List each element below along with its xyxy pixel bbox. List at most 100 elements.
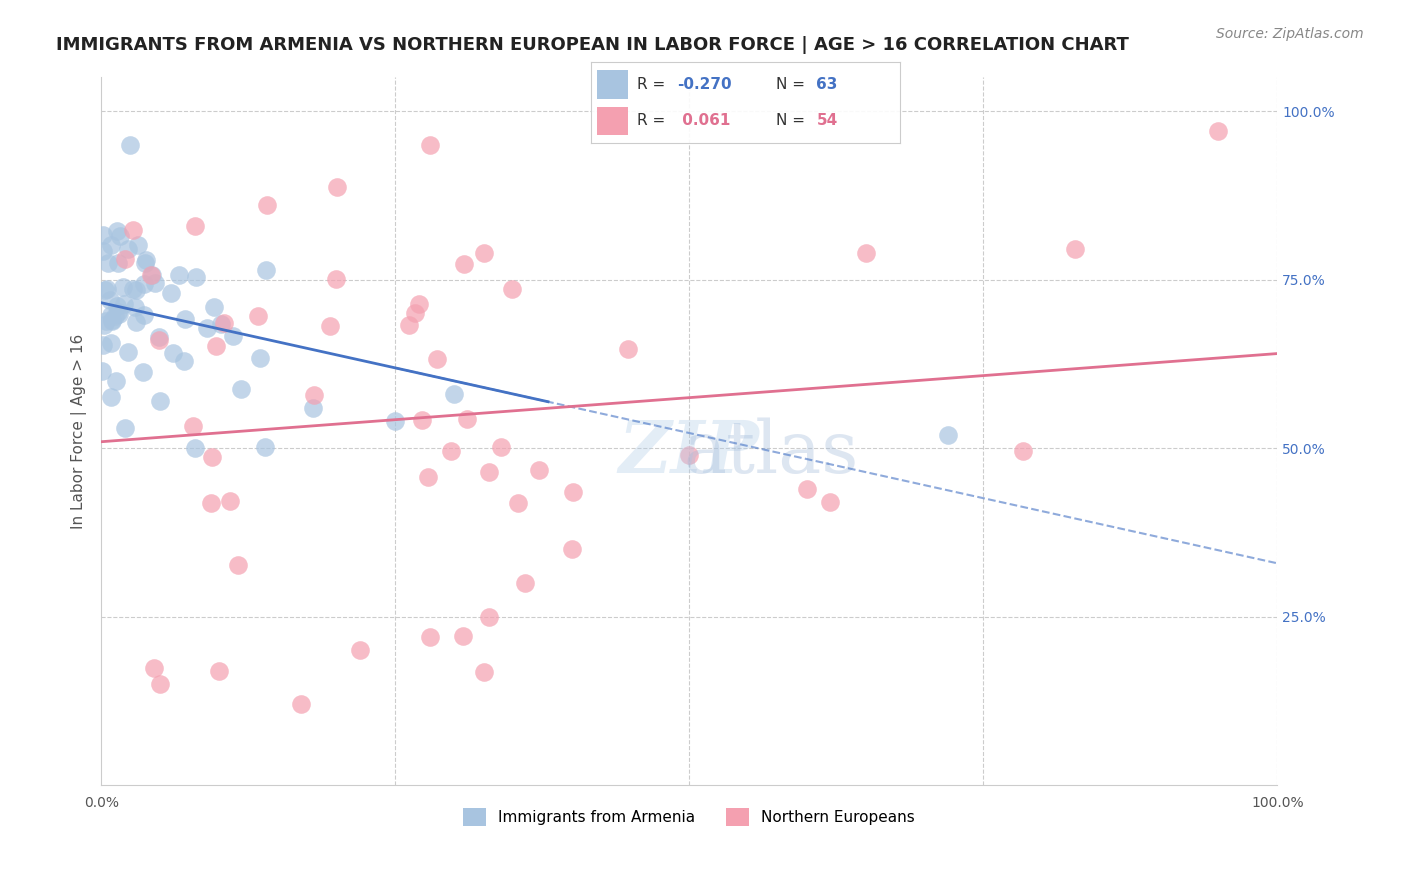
- Northern Europeans: [561, 484, 583, 499]
- Legend: Immigrants from Armenia, Northern Europeans: Immigrants from Armenia, Northern Europe…: [456, 800, 922, 834]
- Northern Europeans: [416, 469, 439, 483]
- Immigrants from Armenia: [127, 237, 149, 252]
- Northern Europeans: [200, 496, 222, 510]
- Immigrants from Armenia: [100, 336, 122, 351]
- Immigrants from Armenia: [134, 256, 156, 270]
- Immigrants from Armenia: [143, 277, 166, 291]
- Northern Europeans: [201, 450, 224, 464]
- Immigrants from Armenia: [97, 256, 120, 270]
- Immigrants from Armenia: [162, 346, 184, 360]
- Northern Europeans: [426, 351, 449, 366]
- Immigrants from Armenia: [93, 318, 115, 333]
- Immigrants from Armenia: [96, 281, 118, 295]
- Immigrants from Armenia: [111, 279, 134, 293]
- Text: 0.061: 0.061: [678, 112, 731, 128]
- Immigrants from Armenia: [94, 313, 117, 327]
- Immigrants from Armenia: [134, 309, 156, 323]
- Immigrants from Armenia: [114, 421, 136, 435]
- Northern Europeans: [491, 440, 513, 454]
- Immigrants from Armenia: [135, 252, 157, 267]
- Northern Europeans: [855, 245, 877, 260]
- Northern Europeans: [472, 665, 495, 679]
- Immigrants from Armenia: [100, 313, 122, 327]
- Northern Europeans: [218, 493, 240, 508]
- Immigrants from Armenia: [160, 285, 183, 300]
- Immigrants from Armenia: [104, 310, 127, 324]
- Immigrants from Armenia: [301, 401, 323, 415]
- Immigrants from Armenia: [443, 387, 465, 401]
- Immigrants from Armenia: [105, 299, 128, 313]
- Northern Europeans: [290, 697, 312, 711]
- Northern Europeans: [246, 310, 269, 324]
- Immigrants from Armenia: [141, 268, 163, 282]
- Northern Europeans: [256, 198, 278, 212]
- Northern Europeans: [617, 343, 640, 357]
- Immigrants from Armenia: [112, 297, 135, 311]
- Northern Europeans: [419, 137, 441, 152]
- Immigrants from Armenia: [124, 315, 146, 329]
- Northern Europeans: [214, 316, 236, 330]
- Text: 63: 63: [817, 78, 838, 93]
- Immigrants from Armenia: [117, 242, 139, 256]
- Northern Europeans: [796, 482, 818, 496]
- Immigrants from Armenia: [122, 282, 145, 296]
- Immigrants from Armenia: [105, 374, 128, 388]
- Immigrants from Armenia: [384, 414, 406, 428]
- Immigrants from Armenia: [107, 305, 129, 319]
- Northern Europeans: [408, 296, 430, 310]
- Northern Europeans: [451, 629, 474, 643]
- Immigrants from Armenia: [229, 382, 252, 396]
- Immigrants from Armenia: [132, 365, 155, 379]
- Northern Europeans: [478, 466, 501, 480]
- Immigrants from Armenia: [91, 364, 114, 378]
- Immigrants from Armenia: [101, 314, 124, 328]
- Immigrants from Armenia: [209, 317, 232, 331]
- Bar: [596, 70, 627, 98]
- Northern Europeans: [208, 664, 231, 678]
- Northern Europeans: [404, 306, 426, 320]
- Northern Europeans: [527, 463, 550, 477]
- Immigrants from Armenia: [107, 256, 129, 270]
- Immigrants from Armenia: [936, 427, 959, 442]
- Immigrants from Armenia: [93, 244, 115, 258]
- Immigrants from Armenia: [117, 345, 139, 359]
- Northern Europeans: [143, 661, 166, 675]
- Immigrants from Armenia: [91, 337, 114, 351]
- Text: Source: ZipAtlas.com: Source: ZipAtlas.com: [1216, 27, 1364, 41]
- Immigrants from Armenia: [184, 269, 207, 284]
- Northern Europeans: [1012, 444, 1035, 458]
- Immigrants from Armenia: [254, 440, 277, 454]
- Text: IMMIGRANTS FROM ARMENIA VS NORTHERN EUROPEAN IN LABOR FORCE | AGE > 16 CORRELATI: IMMIGRANTS FROM ARMENIA VS NORTHERN EURO…: [56, 36, 1129, 54]
- Northern Europeans: [114, 252, 136, 267]
- Immigrants from Armenia: [254, 262, 277, 277]
- Northern Europeans: [456, 412, 478, 426]
- Northern Europeans: [508, 496, 530, 510]
- Northern Europeans: [319, 318, 342, 333]
- Text: 54: 54: [817, 112, 838, 128]
- Immigrants from Armenia: [202, 300, 225, 314]
- Northern Europeans: [1064, 242, 1087, 256]
- Northern Europeans: [149, 677, 172, 691]
- Text: ZIP: ZIP: [619, 417, 759, 488]
- Immigrants from Armenia: [222, 329, 245, 343]
- Northern Europeans: [184, 219, 207, 233]
- Northern Europeans: [205, 339, 228, 353]
- Northern Europeans: [139, 268, 162, 282]
- Immigrants from Armenia: [98, 293, 121, 307]
- Northern Europeans: [325, 272, 347, 286]
- Bar: [596, 106, 627, 135]
- Text: -0.270: -0.270: [678, 78, 731, 93]
- Text: N =: N =: [776, 112, 810, 128]
- Immigrants from Armenia: [174, 312, 197, 326]
- Northern Europeans: [561, 542, 583, 557]
- Northern Europeans: [1208, 124, 1230, 138]
- Text: N =: N =: [776, 78, 810, 93]
- Text: atlas: atlas: [683, 417, 859, 488]
- Immigrants from Armenia: [107, 307, 129, 321]
- Immigrants from Armenia: [195, 320, 218, 334]
- Northern Europeans: [304, 388, 326, 402]
- Immigrants from Armenia: [100, 308, 122, 322]
- Immigrants from Armenia: [184, 441, 207, 455]
- Northern Europeans: [181, 419, 204, 434]
- Northern Europeans: [148, 333, 170, 347]
